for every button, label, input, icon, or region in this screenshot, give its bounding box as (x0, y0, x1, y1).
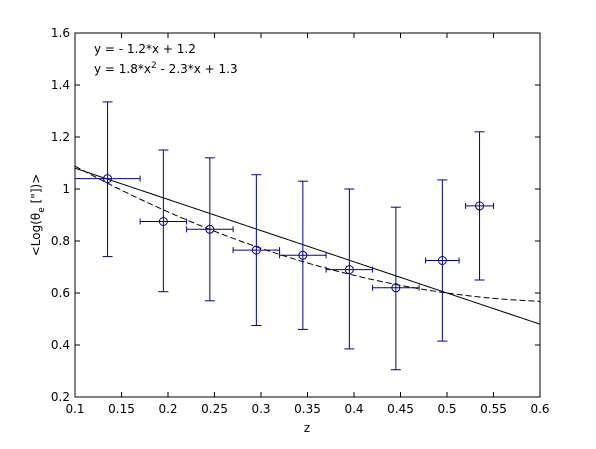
data-point-marker (251, 245, 261, 255)
equation-text: - 2.3*x + 1.3 (157, 62, 238, 76)
plot-area (74, 32, 541, 398)
y-label-text: ["])> (29, 174, 43, 207)
y-axis-ticks: 0.2 0.4 0.6 0.8 1 1.2 1.4 1.6 (51, 26, 540, 404)
x-tick-label: 0.1 (65, 402, 84, 416)
x-tick-label: 0.3 (251, 402, 270, 416)
y-tick-label: 1.6 (51, 26, 70, 40)
data-point-marker (391, 283, 401, 293)
fit-equation-quadratic: y = 1.8*x2 - 2.3*x + 1.3 (94, 61, 238, 76)
fit-curves (74, 165, 541, 325)
x-tick-label: 0.2 (158, 402, 177, 416)
x-tick-label: 0.4 (344, 402, 363, 416)
error-bars (74, 101, 494, 371)
x-tick-label: 0.5 (437, 402, 456, 416)
y-axis-label: <Log(θe ["])> (29, 174, 47, 257)
x-tick-label: 0.35 (294, 402, 321, 416)
y-tick-label: 0.8 (51, 234, 70, 248)
data-point-marker (344, 265, 354, 275)
x-tick-label: 0.15 (108, 402, 135, 416)
y-tick-label: 0.4 (51, 338, 70, 352)
data-point-marker (103, 174, 113, 184)
x-tick-label: 0.6 (530, 402, 549, 416)
y-tick-label: 0.2 (51, 390, 70, 404)
data-point-marker (475, 201, 485, 211)
equation-superscript: 2 (151, 61, 157, 71)
y-tick-label: 1 (62, 182, 70, 196)
y-label-text: <Log(θ (29, 213, 43, 257)
fit-equation-linear: y = - 1.2*x + 1.2 (94, 42, 196, 56)
equation-text: y = 1.8*x (94, 62, 151, 76)
y-tick-label: 0.6 (51, 286, 70, 300)
fit-curve-quadratic (74, 165, 541, 302)
x-tick-label: 0.55 (480, 402, 507, 416)
data-point-marker (158, 217, 168, 226)
data-point-marker (437, 256, 447, 265)
x-axis-ticks: 0.1 0.15 0.2 0.25 0.3 0.35 0.4 0.45 0.5 0.55 0.6 (65, 33, 550, 416)
x-axis-label: z (304, 421, 310, 435)
y-tick-label: 1.2 (51, 130, 70, 144)
fit-curve-linear (74, 167, 541, 325)
x-tick-label: 0.25 (201, 402, 228, 416)
y-tick-label: 1.4 (51, 78, 70, 92)
data-markers (103, 174, 485, 293)
y-label-subscript: e (37, 207, 47, 213)
x-tick-label: 0.45 (387, 402, 414, 416)
fit-equations: y = - 1.2*x + 1.2 y = 1.8*x2 - 2.3*x + 1.… (94, 42, 238, 76)
data-point-marker (298, 250, 308, 260)
data-point-marker (205, 224, 215, 234)
